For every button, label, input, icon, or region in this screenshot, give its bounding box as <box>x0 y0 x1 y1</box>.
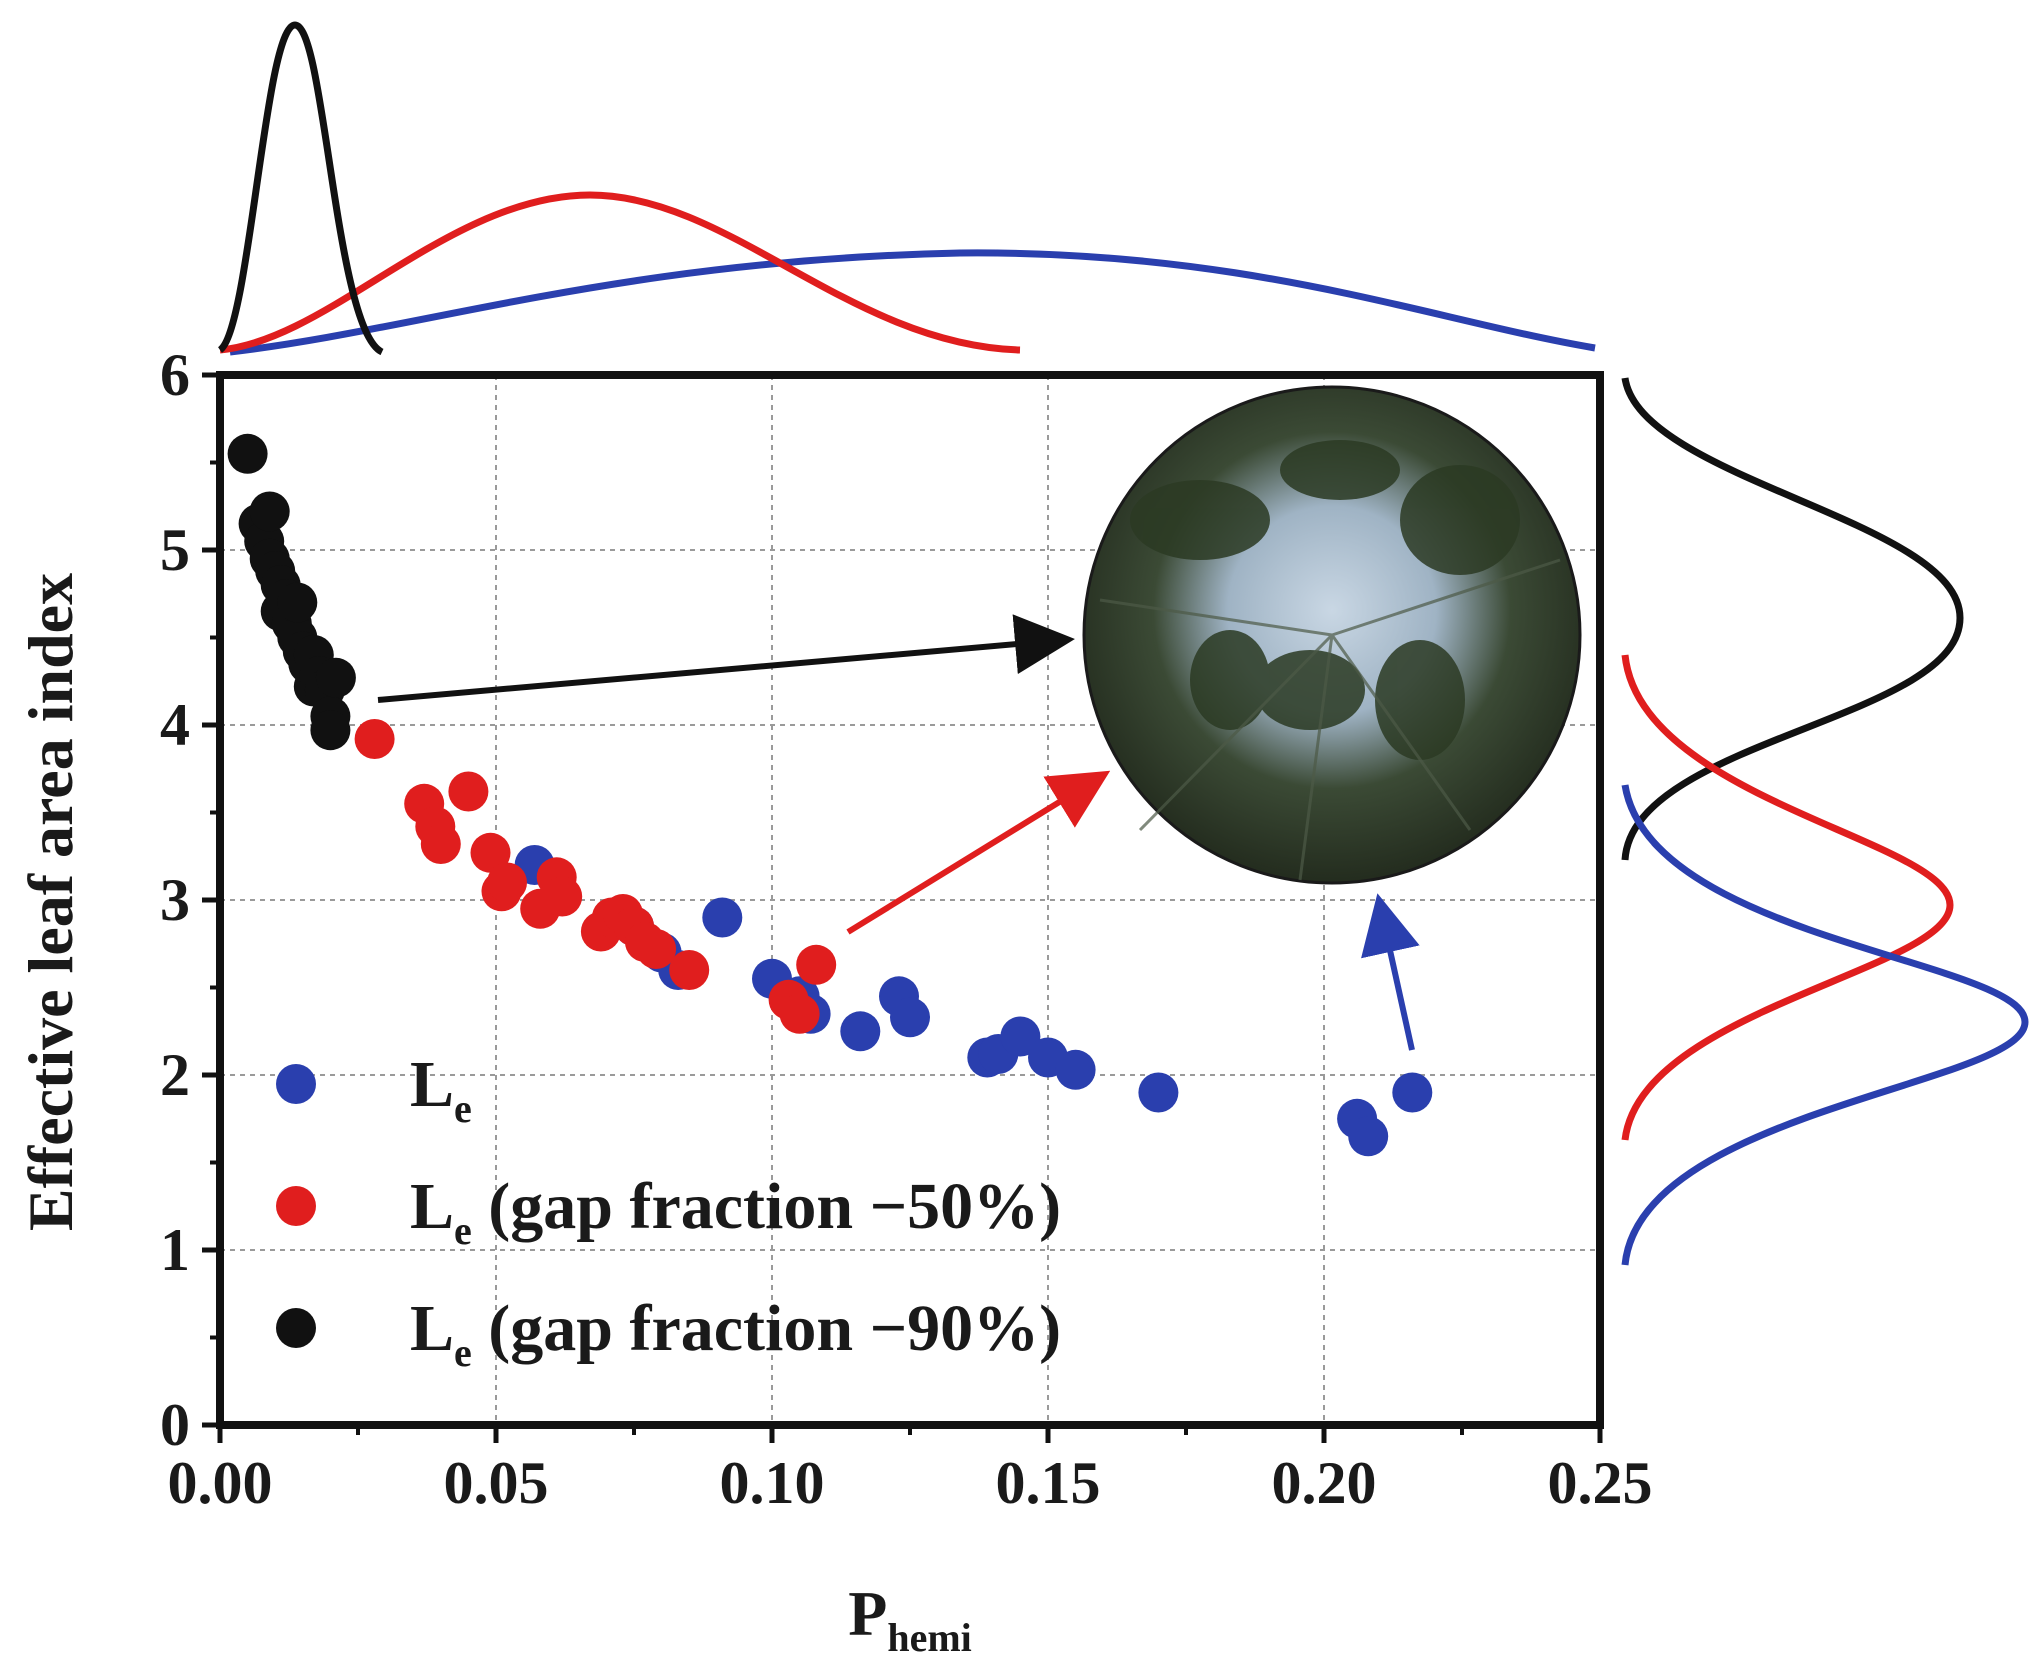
point-le-15 <box>1055 1049 1096 1090</box>
point-le-gap90-11 <box>277 582 318 623</box>
x-tick-label-2: 0.10 <box>720 1450 825 1516</box>
point-le-gap50-10 <box>542 876 583 917</box>
density-curve-blue-right <box>1621 784 2029 1266</box>
point-le-gap50-4 <box>448 771 489 812</box>
y-tick-label-3: 3 <box>160 867 190 933</box>
legend-marker-red <box>276 1186 316 1226</box>
top-marginal-density <box>217 21 1596 356</box>
x-tick-label-1: 0.05 <box>444 1450 549 1516</box>
point-le-gap50-0 <box>354 719 395 759</box>
legend-label-le: Le <box>410 1048 472 1131</box>
legend-label-le-gap90: Le (gap fraction −90%) <box>410 1292 1061 1375</box>
density-curve-black-right <box>1621 377 1964 861</box>
point-le-gap50-20 <box>796 944 837 985</box>
point-le-4 <box>702 897 743 938</box>
x-tick-label-5: 0.25 <box>1548 1450 1653 1516</box>
red-arrow <box>846 770 1111 935</box>
point-le-gap90-0 <box>227 433 268 474</box>
point-le-gap50-16 <box>636 929 677 969</box>
point-le-16 <box>1138 1072 1179 1113</box>
legend-entry-le-gap50: Le (gap fraction −50%) <box>276 1170 1061 1253</box>
x-axis-title: Phemi <box>848 1578 972 1660</box>
y-axis-title: Effective leaf area index <box>15 573 86 1231</box>
x-tick-label-0: 0.00 <box>168 1450 273 1516</box>
point-le-13 <box>1000 1016 1041 1057</box>
point-le-19 <box>1392 1072 1433 1113</box>
point-le-gap50-5 <box>470 832 511 873</box>
inset-trunk-lines <box>1099 558 1561 881</box>
point-le-10 <box>890 997 930 1038</box>
x-tick-labels: 0.00 0.05 0.10 0.15 0.20 0.25 <box>168 1450 1653 1516</box>
series-le-gap50 <box>354 719 837 1034</box>
series-le-gap90 <box>227 433 356 751</box>
legend: Le Le (gap fraction −50%) Le (gap fracti… <box>276 1048 1061 1375</box>
y-tick-label-5: 5 <box>160 517 190 583</box>
legend-label-le-gap50: Le (gap fraction −50%) <box>410 1170 1061 1253</box>
point-le-gap50-19 <box>779 993 820 1034</box>
y-tick-label-2: 2 <box>160 1042 190 1108</box>
y-tick-label-6: 6 <box>160 342 190 408</box>
point-le-gap50-7 <box>487 862 527 903</box>
density-curve-red-top <box>219 191 1021 354</box>
x-axis-title-subscript: hemi <box>887 1615 971 1660</box>
legend-entry-le: Le <box>276 1048 472 1131</box>
point-le-gap90-19 <box>315 657 356 698</box>
y-tick-label-4: 4 <box>160 692 190 758</box>
x-axis-title-main: P <box>848 1578 887 1649</box>
legend-marker-black <box>276 1308 316 1348</box>
y-tick-label-0: 0 <box>160 1392 190 1458</box>
point-le-gap50-17 <box>669 950 710 990</box>
density-curve-blue-top <box>229 249 1596 356</box>
data-points <box>227 433 1433 1157</box>
black-arrow <box>377 614 1075 703</box>
x-tick-label-3: 0.15 <box>996 1450 1101 1516</box>
blue-arrow <box>1361 893 1420 1051</box>
y-tick-label-1: 1 <box>160 1217 190 1283</box>
point-le-gap50-3 <box>420 824 461 864</box>
density-curve-black-top <box>217 21 385 356</box>
legend-entry-le-gap90: Le (gap fraction −90%) <box>276 1292 1061 1375</box>
point-le-8 <box>840 1011 881 1052</box>
right-marginal-density <box>1621 377 2029 1266</box>
point-le-gap90-4 <box>249 491 290 532</box>
y-tick-labels: 0 1 2 3 4 5 6 <box>160 342 190 1458</box>
legend-marker-blue <box>276 1064 316 1104</box>
series-le <box>514 845 1433 1157</box>
point-le-18 <box>1348 1116 1389 1157</box>
x-tick-label-4: 0.20 <box>1272 1450 1377 1516</box>
point-le-gap90-20 <box>310 710 351 751</box>
axis-ticks <box>202 372 1603 1443</box>
pointer-arrows <box>377 614 1420 1051</box>
density-curve-red-right <box>1621 654 1954 1141</box>
hemispherical-photo-inset <box>1082 385 1582 885</box>
